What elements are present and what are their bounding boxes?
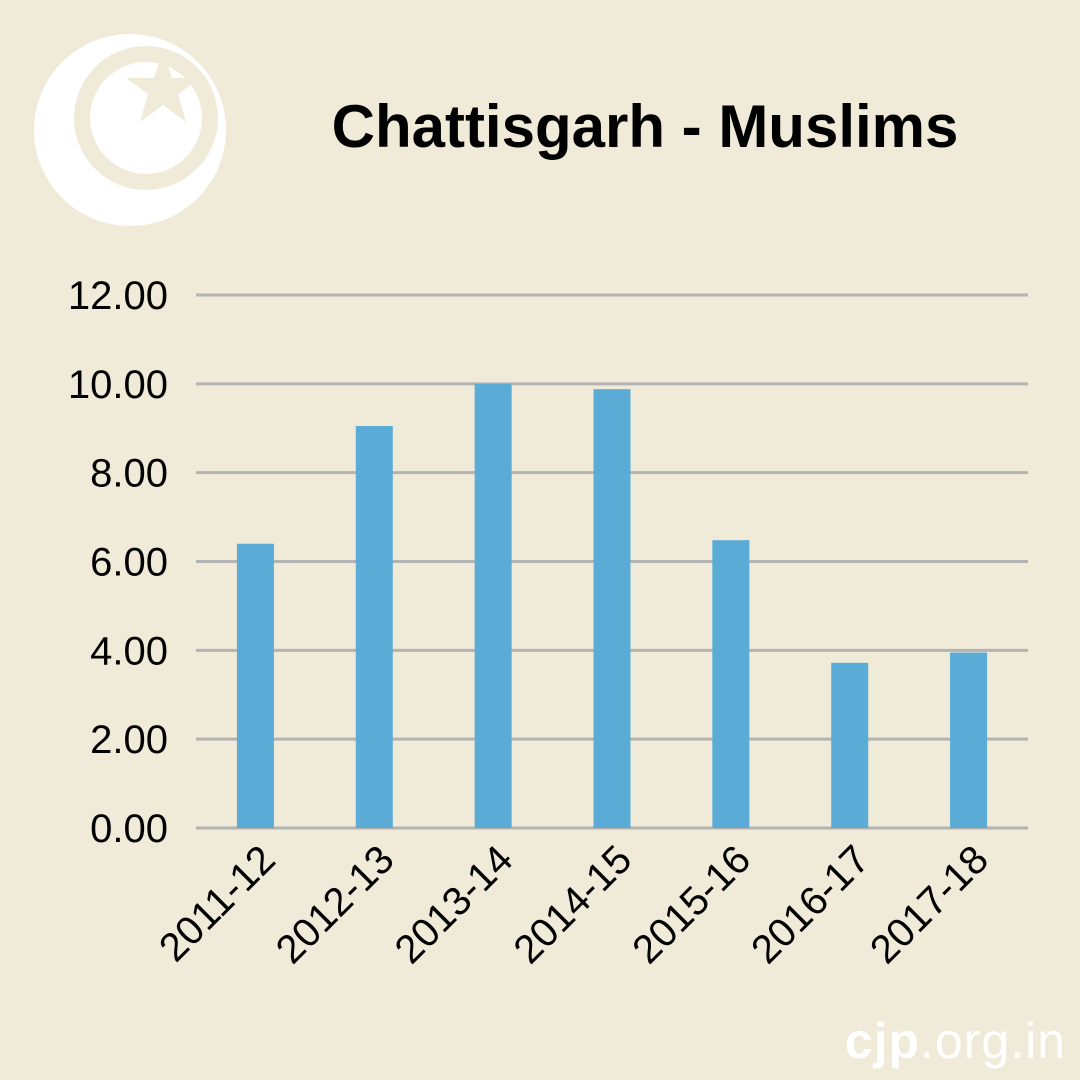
y-tick-label: 2.00 [90,718,168,762]
bar-2016-17 [831,662,869,828]
watermark-brand: cjp [844,1013,921,1069]
x-tick-label: 2013-14 [387,837,522,972]
x-tick-label: 2014-15 [505,837,640,972]
x-axis-ticks: 2011-122012-132013-142014-152015-162016-… [151,837,997,972]
bar-2014-15 [593,389,631,828]
bar-2012-13 [355,426,393,828]
chart-title: Chattisgarh - Muslims [331,93,959,160]
bar-2015-16 [712,540,750,828]
y-tick-label: 4.00 [90,629,168,673]
bar-2011-12 [236,543,274,828]
x-tick-label: 2016-17 [743,837,878,972]
y-tick-label: 12.00 [68,274,168,318]
crescent-star-icon [34,34,226,226]
y-tick-label: 10.00 [68,363,168,407]
bars [236,383,988,828]
y-tick-label: 0.00 [90,807,168,851]
y-tick-label: 8.00 [90,452,168,496]
x-tick-label: 2017-18 [862,837,997,972]
x-tick-label: 2011-12 [151,837,284,970]
y-tick-label: 6.00 [90,541,168,585]
x-tick-label: 2012-13 [268,837,403,972]
bar-2017-18 [950,652,988,828]
bar-2013-14 [474,383,512,828]
x-tick-label: 2015-16 [624,837,759,972]
watermark: cjp.org.in [845,1012,1066,1070]
y-axis-ticks: 0.00 2.00 4.00 6.00 8.00 10.00 12.00 [68,274,168,851]
watermark-domain: .org.in [920,1013,1066,1069]
